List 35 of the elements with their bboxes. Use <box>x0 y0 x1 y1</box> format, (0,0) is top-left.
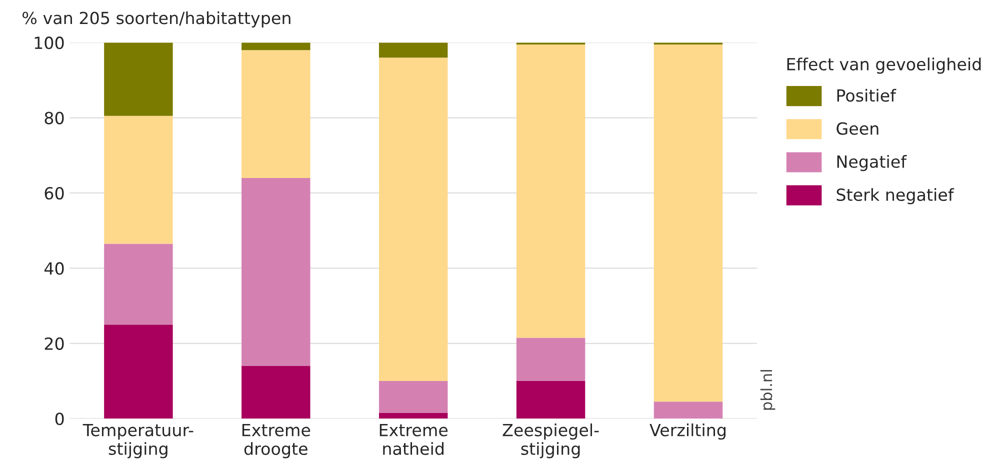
y-tick-label: 80 <box>44 112 64 124</box>
bar <box>242 50 310 178</box>
legend-label: Positief <box>837 88 896 102</box>
bar <box>378 381 448 413</box>
x-tick-label: Verzilting <box>650 423 726 440</box>
bar <box>242 42 310 50</box>
x-tick-label: Zeespiegel- stijging <box>502 423 599 458</box>
bar <box>516 338 586 381</box>
y-axis-title: % van 205 soorten/habitattypen <box>22 11 290 28</box>
x-tick-label: Extreme droogte <box>242 424 310 458</box>
bar <box>378 58 448 381</box>
bar <box>516 381 586 419</box>
y-tick-label: 0 <box>55 412 64 426</box>
y-tick-label: 40 <box>44 262 64 275</box>
bar <box>104 324 173 419</box>
bar <box>104 42 173 116</box>
x-tick-label: Extreme natheid <box>380 424 448 456</box>
legend-title: Effect van gevoeligheid <box>787 58 981 74</box>
bar <box>654 402 723 419</box>
bar <box>378 412 448 419</box>
y-tick-label: 20 <box>44 337 64 350</box>
bar <box>242 178 310 366</box>
x-tick-label: Temperatuur- stijging <box>82 424 194 458</box>
y-tick-label: 60 <box>44 186 64 200</box>
legend-label: Negatief <box>837 155 907 172</box>
y-tick-label: 100 <box>34 36 64 50</box>
legend-label: Sterk negatief <box>836 188 954 204</box>
bar <box>654 44 723 402</box>
legend-label: Geen <box>836 122 878 135</box>
bar <box>378 42 448 58</box>
bar <box>104 244 173 325</box>
text: pbl.nl <box>760 370 776 410</box>
bar <box>242 366 310 419</box>
bar <box>104 116 173 244</box>
bar <box>516 44 586 338</box>
